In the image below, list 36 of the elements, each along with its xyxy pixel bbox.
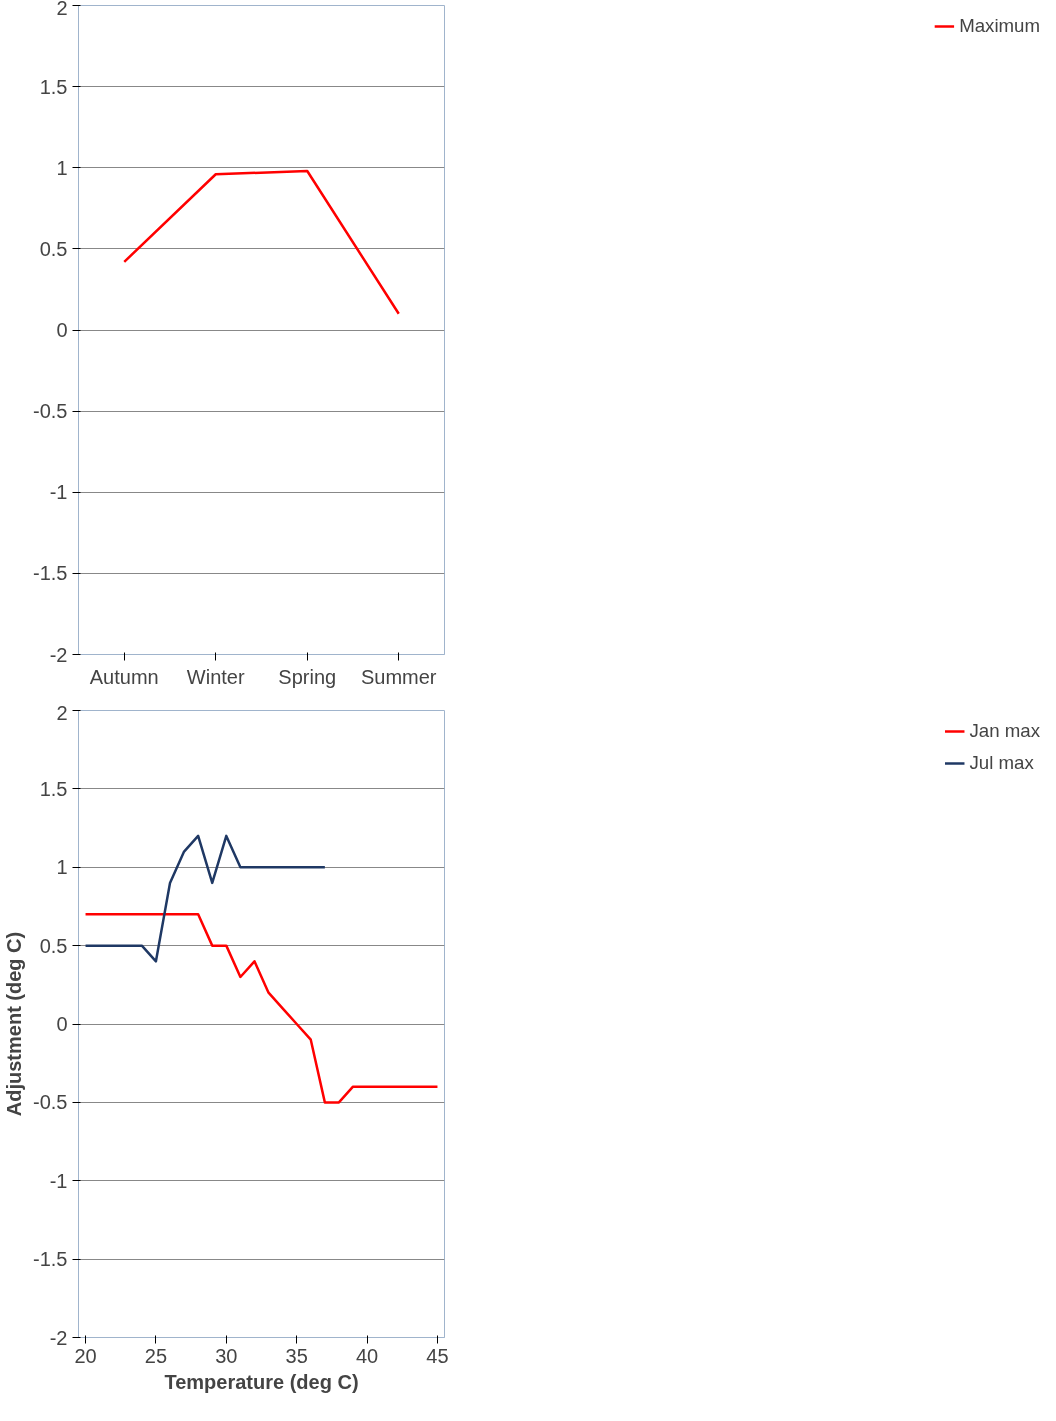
x-tick-label: Winter [186, 665, 245, 688]
x-tick-label: 35 [285, 1344, 308, 1367]
y-tick-label: 2 [56, 0, 68, 19]
line-series [123, 169, 400, 316]
y-tick-label: 0 [56, 1013, 68, 1035]
x-tick-label: Summer [360, 665, 437, 688]
y-tick-label: -1 [49, 481, 68, 504]
y-tick-label: -2 [49, 1326, 68, 1349]
y-tick-label: -1.5 [33, 562, 68, 585]
y-tick-label: 0.5 [39, 934, 68, 957]
x-tick-label: Autumn [89, 665, 159, 688]
x-tick-label: 40 [355, 1344, 379, 1367]
x-tick-label: 30 [215, 1344, 238, 1367]
y-tick-label: 1 [56, 156, 68, 179]
x-tick-label: 25 [144, 1344, 168, 1367]
legend-label: Maximum [959, 15, 1040, 37]
y-tick-label: 1.5 [39, 75, 68, 98]
y-tick-label: -1 [49, 1169, 68, 1192]
y-tick-label: -1.5 [33, 1248, 68, 1271]
legend-label: Jul max [969, 752, 1034, 774]
y-tick-label: -0.5 [33, 400, 68, 423]
y-tick-label: -2 [49, 643, 68, 666]
y-tick-label: 0 [56, 319, 68, 341]
x-tick-label: 20 [74, 1344, 97, 1367]
y-axis-title: Adjustment (deg C) [3, 931, 26, 1117]
x-axis-title: Temperature (deg C) [164, 1370, 359, 1393]
x-tick-label: 45 [426, 1344, 449, 1367]
y-tick-label: 1.5 [39, 777, 68, 800]
legend-label: Jan max [969, 720, 1040, 742]
y-tick-label: 1 [56, 856, 68, 879]
y-tick-label: 2 [56, 701, 68, 724]
y-tick-label: 0.5 [39, 237, 68, 260]
line-series [84, 834, 327, 963]
line-series [84, 913, 439, 1104]
x-tick-label: Spring [278, 665, 337, 688]
y-tick-label: -0.5 [33, 1091, 68, 1114]
